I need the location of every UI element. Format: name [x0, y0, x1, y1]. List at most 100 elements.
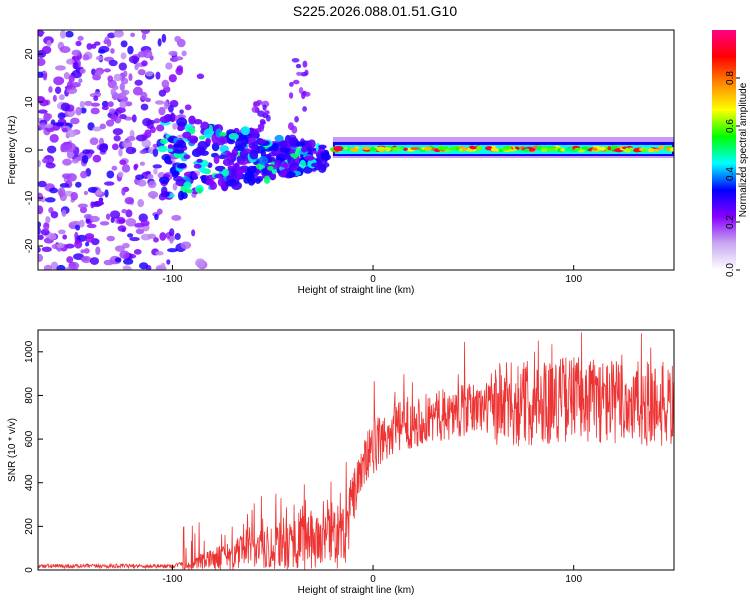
- heatmap-noise-blob: [46, 39, 52, 48]
- heatmap-noise-blob: [79, 100, 85, 109]
- heatmap-noise-blob: [87, 186, 98, 193]
- heatmap-noise-blob: [38, 109, 48, 114]
- heatmap-noise-blob: [38, 58, 46, 67]
- heatmap-transition-blob: [166, 160, 173, 165]
- heatmap-noise-blob: [139, 161, 146, 166]
- heatmap-transition-blob: [176, 117, 188, 127]
- signal-core-blob: [350, 147, 359, 153]
- heatmap-noise-blob: [53, 76, 65, 86]
- heatmap-transition-blob: [174, 149, 185, 154]
- snr-y-tick-label: 800: [24, 387, 35, 404]
- heatmap-noise-blob: [109, 108, 116, 115]
- heatmap-noise-blob: [70, 191, 79, 201]
- heatmap-noise-blob: [140, 30, 151, 35]
- heatmap-noise-blob: [92, 126, 102, 132]
- heatmap-x-tick-label: -100: [162, 274, 182, 285]
- heatmap-noise-blob: [115, 93, 126, 100]
- heatmap-transition-blob: [171, 170, 179, 178]
- heatmap-noise-blob: [48, 86, 53, 93]
- heatmap-plume-blob: [302, 106, 307, 112]
- heatmap-noise-blob: [77, 203, 88, 209]
- heatmap-noise-blob: [120, 77, 129, 85]
- heatmap-transition-blob: [209, 181, 217, 190]
- heatmap-transition-blob: [232, 163, 239, 170]
- heatmap-transition-blob: [261, 168, 268, 173]
- heatmap-transition-blob: [244, 171, 255, 182]
- heatmap-transition-blob: [184, 188, 194, 194]
- heatmap-noise-blob: [101, 100, 109, 108]
- heatmap-noise-blob: [153, 237, 159, 243]
- heatmap-noise-blob: [62, 234, 67, 240]
- heatmap-noise-blob: [79, 68, 86, 74]
- heatmap-noise-blob: [61, 127, 68, 133]
- snr-y-tick-label: 400: [24, 474, 35, 491]
- heatmap-noise-blob: [117, 171, 124, 178]
- heatmap-noise-blob: [99, 221, 110, 226]
- heatmap-noise-blob: [181, 50, 187, 57]
- signal-core-blob: [592, 147, 598, 151]
- heatmap-noise-blob: [168, 74, 177, 83]
- snr-y-axis-label: SNR (10 * v/v): [7, 418, 18, 482]
- heatmap-noise-blob: [98, 199, 104, 206]
- signal-core-blob: [384, 146, 392, 152]
- heatmap-noise-blob: [195, 258, 206, 268]
- heatmap-noise-blob: [68, 261, 80, 270]
- heatmap-noise-blob: [57, 112, 66, 120]
- heatmap-noise-blob: [131, 114, 137, 123]
- heatmap-noise-blob: [41, 158, 48, 164]
- heatmap-noise-blob: [110, 113, 118, 122]
- signal-core-blob: [625, 147, 630, 152]
- heatmap-plume-blob: [291, 57, 300, 63]
- snr-series-line: [38, 332, 674, 570]
- heatmap-noise-blob: [155, 71, 161, 80]
- colorbar-label: Normalized spectral amplitude: [738, 82, 749, 217]
- heatmap-noise-blob: [75, 40, 82, 47]
- heatmap-plume-blob: [265, 114, 271, 122]
- heatmap-noise-blob: [50, 261, 59, 270]
- heatmap-noise-blob: [121, 187, 126, 196]
- heatmap-transition-blob: [236, 170, 243, 179]
- heatmap-noise-blob: [94, 41, 101, 46]
- heatmap-noise-blob: [48, 207, 54, 214]
- colorbar-tick-label: 0.6: [725, 119, 736, 133]
- heatmap-transition-blob: [221, 168, 230, 177]
- heatmap-noise-blob: [147, 173, 154, 180]
- heatmap-noise-blob: [85, 236, 95, 243]
- heatmap-noise-blob: [46, 145, 57, 154]
- heatmap-noise-blob: [157, 38, 162, 47]
- heatmap-transition-blob: [305, 147, 317, 152]
- heatmap-noise-blob: [56, 264, 66, 270]
- heatmap-noise-blob: [105, 213, 111, 220]
- heatmap-noise-blob: [111, 165, 118, 171]
- heatmap-noise-blob: [163, 100, 169, 110]
- heatmap-noise-blob: [133, 164, 138, 171]
- heatmap-transition-blob: [197, 140, 208, 151]
- heatmap-noise-blob: [83, 190, 89, 196]
- heatmap-noise-blob: [152, 148, 159, 157]
- heatmap-noise-blob: [113, 30, 124, 38]
- heatmap-noise-blob: [43, 222, 50, 231]
- heatmap-noise-blob: [107, 75, 114, 83]
- heatmap-transition-blob: [196, 158, 203, 163]
- heatmap-noise-blob: [110, 88, 116, 96]
- heatmap-noise-blob: [52, 94, 57, 102]
- heatmap-noise-blob: [71, 220, 81, 226]
- heatmap-noise-blob: [156, 124, 165, 132]
- heatmap-transition-blob: [182, 131, 192, 139]
- signal-core-blob: [475, 145, 483, 151]
- heatmap-transition-blob: [217, 177, 226, 187]
- heatmap-transition-blob: [242, 156, 249, 162]
- heatmap-transition-blob: [299, 159, 306, 169]
- heatmap-noise-blob: [155, 251, 164, 256]
- heatmap-noise-blob: [103, 259, 114, 266]
- heatmap-noise-blob: [81, 255, 92, 264]
- heatmap-noise-blob: [141, 32, 147, 41]
- heatmap-noise-blob: [59, 94, 65, 101]
- heatmap-noise-blob: [165, 62, 173, 70]
- heatmap-plume-blob: [292, 79, 300, 85]
- heatmap-noise-blob: [129, 236, 140, 242]
- heatmap-noise-blob: [38, 192, 44, 202]
- heatmap-noise-blob: [137, 179, 147, 187]
- heatmap-noise-blob: [80, 107, 87, 114]
- signal-core-blob: [376, 146, 386, 151]
